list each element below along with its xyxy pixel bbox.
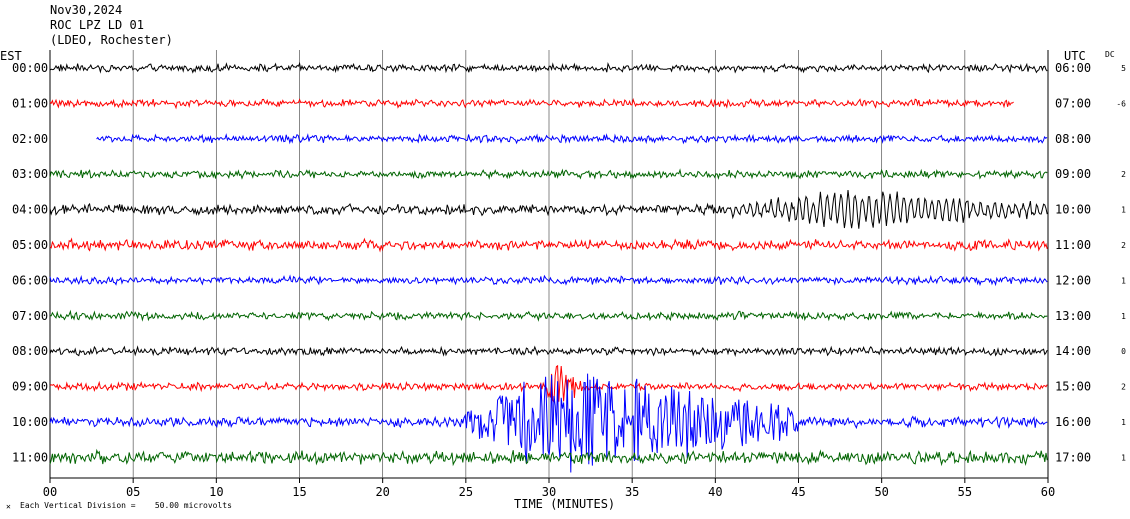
est-hour-label: 04:00 [12, 203, 48, 217]
est-hour-label: 03:00 [12, 167, 48, 181]
trace-0300 [49, 168, 1048, 180]
dc-value: 2 [1121, 241, 1126, 250]
trace-0800 [49, 345, 1048, 358]
header-network: (LDEO, Rochester) [50, 33, 173, 47]
grid-lines [49, 50, 1049, 483]
dc-label: DC [1105, 50, 1115, 59]
utc-hour-label: 06:00 [1055, 61, 1091, 75]
x-tick-label: 50 [874, 485, 888, 499]
est-hour-label: 05:00 [12, 238, 48, 252]
x-tick-label: 45 [791, 485, 805, 499]
est-hour-label: 11:00 [12, 450, 48, 464]
utc-hour-label: 17:00 [1055, 450, 1091, 464]
trace-0000 [49, 61, 1048, 74]
est-hour-label: 07:00 [12, 309, 48, 323]
x-tick-label: 20 [375, 485, 389, 499]
est-hour-label: 08:00 [12, 344, 48, 358]
est-hour-label: 02:00 [12, 132, 48, 146]
dc-value: 2 [1121, 383, 1126, 392]
seismic-traces [49, 61, 1048, 473]
trace-1000 [49, 373, 1048, 473]
trace-1100 [49, 448, 1048, 467]
utc-hour-label: 16:00 [1055, 415, 1091, 429]
dc-value: 2 [1121, 170, 1126, 179]
x-tick-label: 40 [708, 485, 722, 499]
x-tick-label: 55 [958, 485, 972, 499]
x-tick-label: 35 [625, 485, 639, 499]
dc-value: 0 [1121, 347, 1126, 356]
utc-hour-label: 08:00 [1055, 132, 1091, 146]
header-station: ROC LPZ LD 01 [50, 18, 144, 32]
x-tick-label: 60 [1041, 485, 1055, 499]
x-axis-title: TIME (MINUTES) [514, 497, 615, 511]
dc-value: -6 [1116, 99, 1126, 108]
x-tick-label: 10 [209, 485, 223, 499]
utc-axis-label: UTC [1064, 49, 1086, 63]
dc-value: 1 [1121, 312, 1126, 321]
utc-hour-label: 13:00 [1055, 309, 1091, 323]
dc-value: 1 [1121, 453, 1126, 462]
utc-hour-label: 11:00 [1055, 238, 1091, 252]
utc-hour-label: 12:00 [1055, 273, 1091, 287]
est-hour-label: 01:00 [12, 96, 48, 110]
dc-value: 1 [1121, 206, 1126, 215]
dc-value: 5 [1121, 64, 1126, 73]
x-tick-label: 25 [459, 485, 473, 499]
est-hour-label: 00:00 [12, 61, 48, 75]
est-hour-label: 09:00 [12, 380, 48, 394]
trace-0400 [49, 190, 1048, 229]
dc-value: 1 [1121, 418, 1126, 427]
utc-hour-label: 09:00 [1055, 167, 1091, 181]
trace-0100 [49, 97, 1014, 110]
trace-0500 [49, 237, 1048, 253]
trace-0200 [96, 133, 1048, 145]
x-tick-label: 15 [292, 485, 306, 499]
header-date: Nov30,2024 [50, 3, 123, 17]
trace-0900 [49, 364, 1048, 403]
x-tick-label: 30 [542, 485, 556, 499]
utc-hour-label: 07:00 [1055, 96, 1091, 110]
x-tick-label: 05 [126, 485, 140, 499]
dc-value: 1 [1121, 276, 1126, 285]
est-axis-label: EST [0, 49, 22, 63]
utc-hour-label: 15:00 [1055, 380, 1091, 394]
trace-0700 [49, 309, 1048, 322]
x-tick-label: 00 [43, 485, 57, 499]
scale-icon: ✕ [6, 502, 11, 511]
utc-hour-label: 14:00 [1055, 344, 1091, 358]
utc-hour-label: 10:00 [1055, 203, 1091, 217]
est-hour-label: 10:00 [12, 415, 48, 429]
scale-note: Each Vertical Division = 50.00 microvolt… [20, 501, 232, 510]
est-hour-label: 06:00 [12, 273, 48, 287]
trace-0600 [49, 274, 1048, 287]
